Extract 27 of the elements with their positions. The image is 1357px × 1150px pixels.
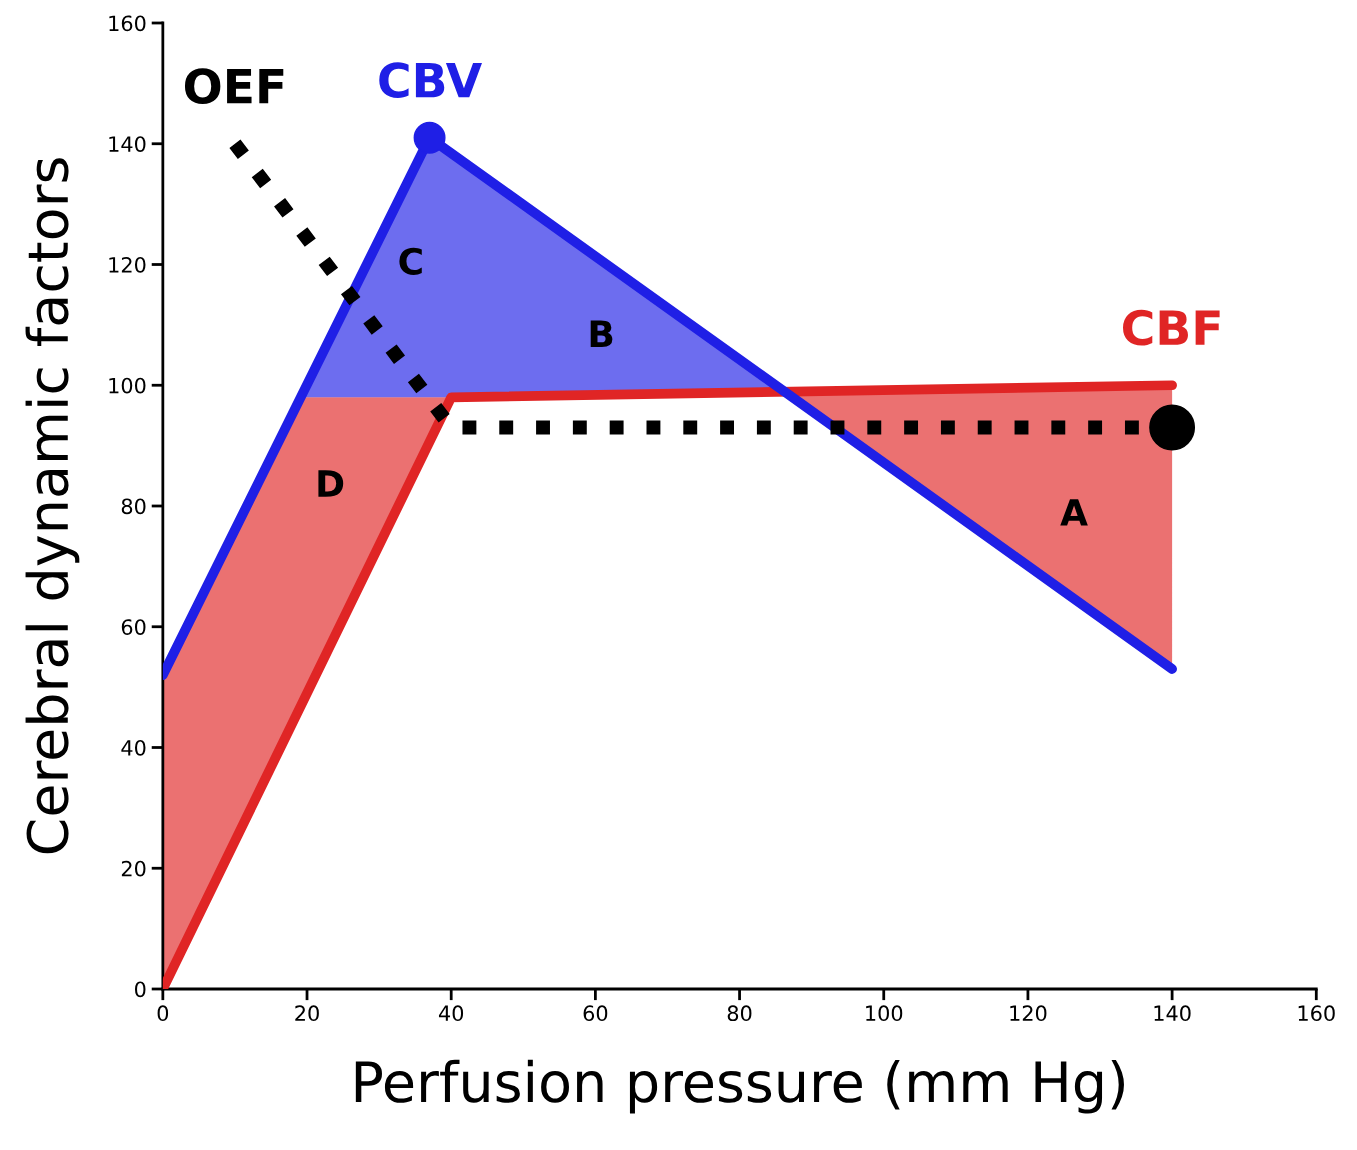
x-tick-label: 120	[1010, 1005, 1047, 1022]
y-axis-title: Cerebral dynamic factors	[25, 158, 80, 854]
x-tick-label: 80	[727, 1005, 752, 1022]
x-tick-label: 20	[295, 1005, 319, 1022]
x-tick-label: 140	[1154, 1005, 1191, 1022]
x-tick-label: 40	[438, 1005, 464, 1022]
y-tick-label: 160	[109, 15, 146, 32]
x-axis-title: Perfusion pressure (mm Hg)	[355, 1059, 1124, 1114]
x-tick-label: 100	[866, 1005, 903, 1022]
y-tick-label: 120	[109, 256, 146, 273]
series-label: CBF	[1123, 309, 1220, 346]
y-tick-label: 40	[121, 739, 146, 756]
annotation: A	[1060, 499, 1088, 526]
y-tick-label: 0	[134, 981, 146, 998]
series-label: OEF	[184, 68, 284, 105]
annotation: B	[590, 320, 613, 347]
x-tick-label: 0	[157, 1005, 169, 1022]
y-tick-label: 60	[121, 619, 146, 635]
series-label: CBV	[379, 62, 482, 99]
y-tick-label: 140	[109, 136, 146, 152]
y-tick-label: 80	[121, 498, 146, 515]
x-tick-label: 160	[1298, 1005, 1335, 1022]
y-tick-label: 100	[109, 377, 146, 394]
annotation: D	[318, 470, 344, 497]
annotation: C	[399, 247, 422, 275]
x-tick-label: 60	[583, 1005, 608, 1022]
y-tick-label: 20	[121, 860, 146, 877]
